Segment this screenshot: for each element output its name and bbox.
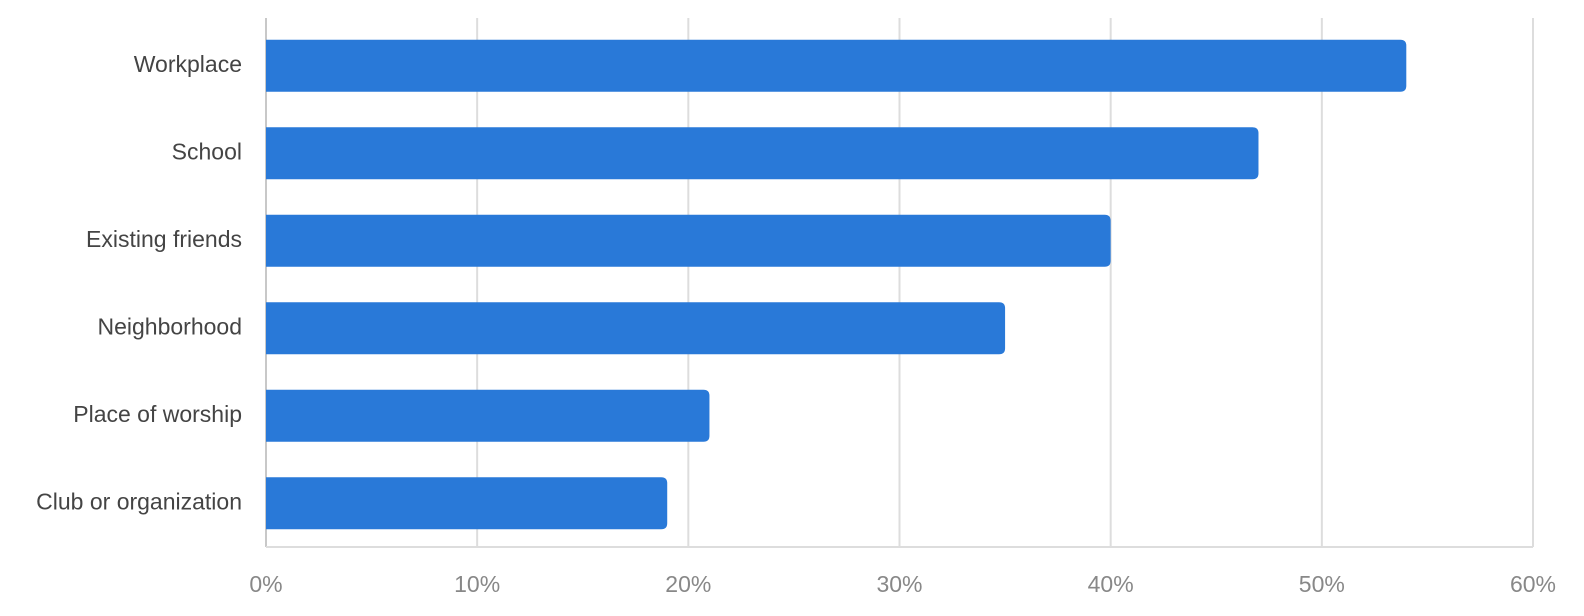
x-tick-label: 40% xyxy=(1088,571,1134,597)
bar xyxy=(266,214,1111,267)
x-tick-label: 50% xyxy=(1299,571,1345,597)
x-tick-label: 60% xyxy=(1510,571,1556,597)
y-tick-label: Neighborhood xyxy=(97,313,242,339)
bar xyxy=(266,127,1259,180)
bar xyxy=(266,477,668,530)
x-tick-label: 30% xyxy=(876,571,922,597)
bar xyxy=(266,302,1006,355)
x-tick-label: 20% xyxy=(665,571,711,597)
y-tick-label: Place of worship xyxy=(73,401,242,427)
y-tick-label: Club or organization xyxy=(36,488,242,514)
y-tick-label: Existing friends xyxy=(86,226,242,252)
x-tick-label: 10% xyxy=(454,571,500,597)
y-tick-label: School xyxy=(172,138,242,164)
x-tick-label: 0% xyxy=(249,571,282,597)
bar xyxy=(266,39,1407,92)
y-tick-label: Workplace xyxy=(134,51,242,77)
bar xyxy=(266,389,710,442)
